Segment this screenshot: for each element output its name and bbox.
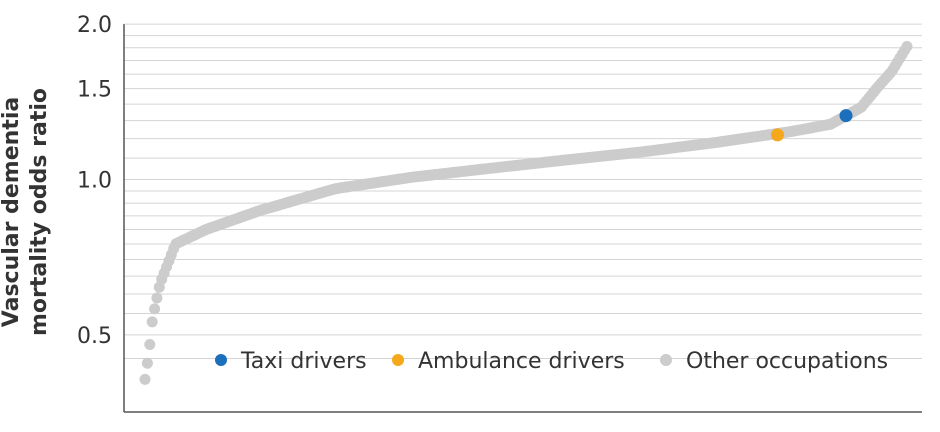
- grid-layer: [124, 23, 922, 360]
- y-tick-label: 1.5: [77, 78, 112, 103]
- data-point-highlight: [839, 109, 853, 123]
- y-tick-label: 1.0: [77, 169, 112, 194]
- data-point-other: [146, 316, 158, 328]
- y-axis-title-line: Vascular dementia: [0, 97, 24, 327]
- data-point-other: [141, 357, 153, 369]
- axis-layer: 0.5 1.0 1.5 2.0 Vascular dementia mortality o…: [0, 13, 922, 413]
- data-point-highlight: [771, 128, 784, 142]
- points-layer: [139, 41, 913, 385]
- y-tick-label: 2.0: [77, 13, 112, 38]
- legend-label: Ambulance drivers: [418, 349, 625, 374]
- legend-swatch: [392, 354, 404, 366]
- y-tick-label: 0.5: [77, 324, 112, 349]
- data-point-other: [144, 339, 156, 350]
- data-point-other: [149, 303, 161, 315]
- data-point-other: [151, 292, 163, 304]
- legend-label: Taxi drivers: [240, 349, 367, 374]
- legend-swatch: [660, 354, 672, 366]
- y-axis-title: Vascular dementia mortality odds ratio: [0, 88, 52, 336]
- legend-label: Other occupations: [686, 349, 888, 374]
- legend-swatch: [215, 354, 227, 366]
- data-point-other: [901, 41, 913, 52]
- y-axis-title-line: mortality odds ratio: [27, 88, 52, 336]
- legend-layer: Taxi drivers Ambulance drivers Other occup…: [215, 349, 888, 374]
- data-point-other: [139, 373, 151, 385]
